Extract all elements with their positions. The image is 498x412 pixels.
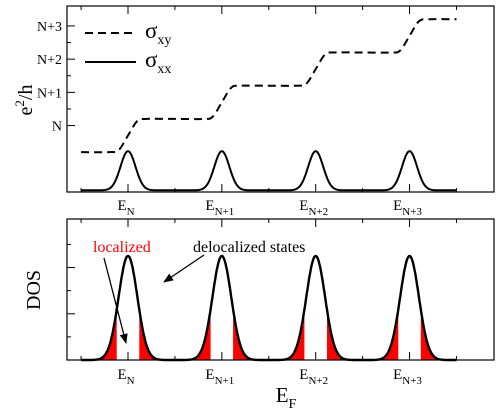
localized-fill-0-0 (99, 309, 117, 360)
dos-x-tick-label: EN+3 (393, 367, 422, 387)
dos-plot-frame (66, 218, 495, 361)
dos-panel: EN EN+1 EN+2 EN+3 DOS EF localized delocali… (23, 218, 495, 412)
legend-entry-sigma-xy: σxy (145, 18, 171, 48)
delocalized-arrow (163, 254, 205, 283)
legend-entry-sigma-xx: σxx (145, 47, 171, 77)
dos-curve (81, 254, 457, 362)
dos-y-axis-label: DOS (23, 270, 45, 310)
conductivity-x-tick-label: EN (117, 198, 134, 218)
conductivity-plot-frame (66, 5, 495, 193)
dos-y-ticks (67, 243, 75, 338)
dos-x-ticks: EN EN+1 EN+2 EN+3 (80, 219, 457, 387)
dos-x-tick-label: EN+2 (299, 367, 328, 387)
conductivity-y-tick-label: N+2 (37, 53, 62, 68)
conductivity-x-tick-label: EN+1 (205, 198, 234, 218)
localized-fill-0-1 (139, 309, 157, 360)
localized-fill-2-1 (327, 309, 344, 360)
conductivity-y-tick-label: N+1 (37, 86, 62, 101)
sigma-xy-line (81, 18, 457, 154)
conductivity-x-ticks: EN EN+1 EN+2 EN+3 (80, 6, 457, 218)
dos-x-tick-label: EN (117, 367, 134, 387)
conductivity-panel: N N+1 N+2 N+3 EN EN+1 EN+2 EN+3 e2/h σxy σxx (12, 5, 495, 218)
localized-fill-2-0 (287, 309, 305, 360)
localized-state-fills (99, 309, 438, 360)
conductivity-y-ticks: N N+1 N+2 N+3 (37, 20, 75, 135)
localized-fill-3-1 (420, 309, 438, 360)
conductivity-y-axis-label: e2/h (12, 85, 37, 116)
localized-fill-1-0 (193, 309, 211, 360)
conductivity-y-tick-label: N+3 (37, 20, 62, 35)
sigma-xx-line (81, 150, 457, 192)
localized-arrow (103, 257, 128, 344)
dos-x-tick-label: EN+1 (205, 367, 234, 387)
localized-fill-1-1 (233, 309, 250, 360)
conductivity-x-tick-label: EN+3 (393, 198, 422, 218)
delocalized-states-annotation: delocalized states (193, 239, 305, 256)
conductivity-x-tick-label: EN+2 (299, 198, 328, 218)
fermi-energy-x-axis-label: EF (276, 383, 297, 412)
conductivity-y-tick-label: N (52, 120, 62, 135)
localized-fill-3-0 (381, 309, 399, 360)
conductivity-legend: σxy σxx (85, 18, 171, 77)
localized-annotation: localized (93, 239, 151, 256)
